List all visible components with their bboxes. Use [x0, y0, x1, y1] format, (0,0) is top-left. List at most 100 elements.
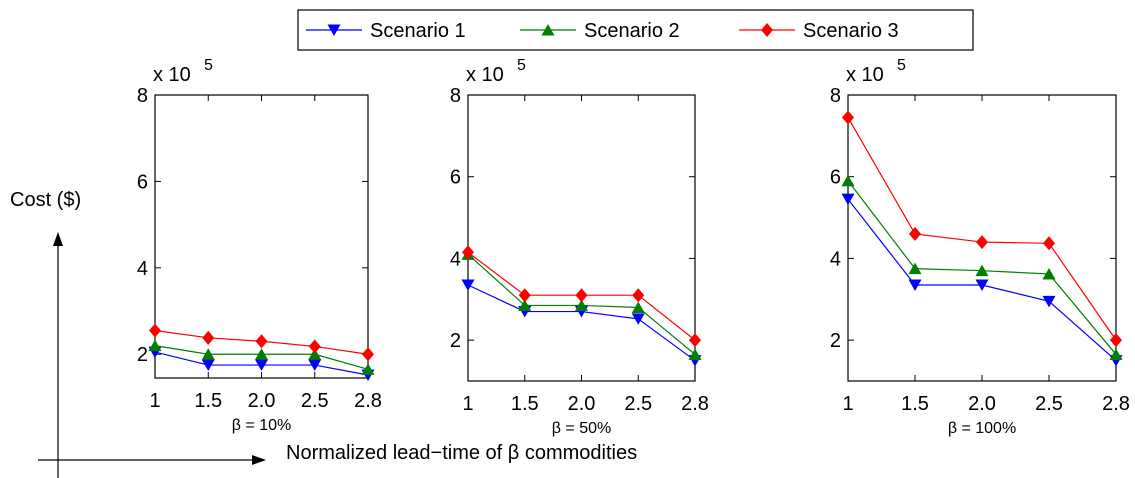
y-tick-label: 4 [450, 248, 461, 270]
panel-subtitle: β = 50% [552, 420, 611, 437]
data-point [201, 348, 215, 360]
data-point [461, 279, 475, 291]
legend-entry-1: Scenario 1 [306, 20, 466, 42]
y-scale-exponent: 5 [517, 57, 526, 74]
x-tick-label: 2.8 [1102, 393, 1130, 415]
x-tick-label: 2.0 [968, 393, 996, 415]
x-tick-label: 2.0 [568, 393, 596, 415]
data-point [1110, 333, 1122, 348]
y-axis-arrow [53, 232, 63, 478]
series-scenario-3 [842, 110, 1122, 348]
data-point [362, 347, 374, 362]
data-point [575, 299, 588, 311]
y-tick-label: 8 [830, 85, 841, 107]
legend-label: Scenario 3 [803, 20, 899, 42]
data-point [255, 348, 268, 360]
y-tick-label: 6 [450, 167, 461, 189]
data-point [1109, 348, 1123, 360]
x-tick-label: 1.5 [511, 393, 539, 415]
data-point [632, 288, 645, 303]
data-point [842, 110, 854, 125]
legend-marker [327, 24, 341, 36]
data-point [975, 279, 989, 291]
data-point [1043, 236, 1055, 251]
x-tick-label: 1 [149, 390, 160, 412]
panel-subtitle: β = 10% [232, 417, 291, 434]
data-point [308, 339, 321, 354]
data-point [518, 288, 531, 303]
data-point [255, 359, 268, 372]
legend-entry-3: Scenario 3 [739, 20, 899, 42]
y-scale-exponent: 5 [897, 57, 906, 74]
data-point [149, 323, 161, 338]
data-point [575, 288, 588, 303]
x-tick-label: 2.5 [624, 393, 652, 415]
y-scale-label: x 10 [153, 64, 191, 86]
legend-box [297, 9, 974, 51]
data-point [975, 264, 989, 277]
axes-box [467, 94, 696, 382]
x-tick-label: 2.0 [248, 390, 276, 412]
x-tick-label: 2.8 [681, 393, 709, 415]
legend-entry-2: Scenario 2 [520, 20, 680, 42]
y-tick-label: 6 [137, 171, 148, 193]
panel-1: 1 1.5 2.0 2.5 2.8 2 4 6 8x 10 5 β = 10% [137, 57, 382, 434]
x-tick-label: 1 [842, 393, 853, 415]
data-point [688, 348, 702, 360]
legend-marker [761, 23, 773, 37]
data-point [202, 330, 215, 345]
data-point [908, 279, 922, 291]
data-point [1042, 295, 1056, 308]
legend: Scenario 1 Scenario 2 Scenario 3 [297, 9, 974, 51]
y-scale-label: x 10 [466, 64, 504, 86]
series-scenario-3 [149, 323, 374, 362]
series-scenario-2 [461, 248, 702, 360]
y-tick-label: 4 [137, 258, 148, 280]
y-tick-label: 4 [830, 248, 841, 270]
x-tick-label: 2.8 [354, 390, 382, 412]
x-tick-label: 1 [462, 393, 473, 415]
data-point [841, 193, 855, 206]
x-tick-label: 2.5 [301, 390, 329, 412]
panel-2: 1 1.5 2.0 2.5 2.8 2 4 6 8x 10 5 β = 50% [450, 57, 709, 437]
panel-subtitle: β = 100% [948, 420, 1016, 437]
data-point [841, 174, 855, 187]
data-point [689, 333, 701, 348]
x-tick-label: 1.5 [901, 393, 929, 415]
data-point [308, 348, 322, 360]
y-tick-label: 6 [830, 167, 841, 189]
data-point [908, 262, 922, 275]
data-point [361, 363, 375, 375]
legend-label: Scenario 1 [370, 20, 466, 42]
data-point [148, 339, 162, 352]
y-tick-label: 8 [450, 85, 461, 107]
data-point [201, 359, 215, 372]
x-tick-label: 1.5 [194, 390, 222, 412]
data-point [909, 226, 921, 241]
x-axis-arrow [38, 455, 266, 465]
y-scale-exponent: 5 [204, 57, 213, 74]
data-point [255, 334, 268, 349]
data-point [308, 359, 322, 372]
x-axis-label: Normalized lead−time of β commodities [286, 442, 637, 464]
y-tick-label: 2 [450, 330, 461, 352]
y-scale-label: x 10 [846, 64, 884, 86]
series-scenario-2 [148, 339, 375, 375]
legend-marker [541, 24, 555, 36]
data-point [462, 245, 474, 260]
y-tick-label: 2 [830, 330, 841, 352]
data-point [631, 313, 645, 325]
y-tick-label: 8 [137, 85, 148, 107]
series-scenario-3 [462, 245, 701, 348]
series-scenario-1 [841, 193, 1123, 367]
x-tick-label: 2.5 [1035, 393, 1063, 415]
data-point [631, 301, 645, 313]
data-point [518, 299, 532, 311]
y-tick-label: 2 [137, 344, 148, 366]
panel-3: 1 1.5 2.0 2.5 2.8 2 4 6 8x 10 5 β = 100% [830, 57, 1130, 437]
data-point [1042, 267, 1056, 280]
series-scenario-2 [841, 174, 1123, 360]
y-axis-label: Cost ($) [10, 189, 81, 211]
legend-label: Scenario 2 [584, 20, 680, 42]
